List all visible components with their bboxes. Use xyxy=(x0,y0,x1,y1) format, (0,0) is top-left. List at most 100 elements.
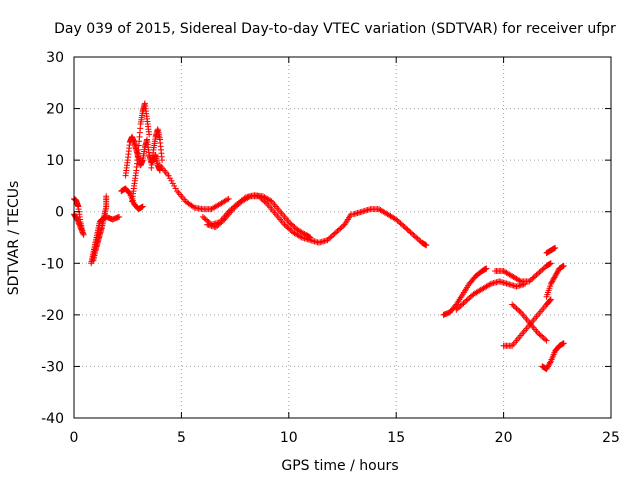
data-point xyxy=(547,280,554,287)
series-arc-09 xyxy=(156,162,232,213)
data-point xyxy=(199,213,206,220)
data-point xyxy=(536,269,543,276)
series-arc-17 xyxy=(509,301,550,344)
data-point xyxy=(169,180,176,187)
data-point xyxy=(483,265,490,272)
x-tick-label: 0 xyxy=(70,430,79,446)
data-point xyxy=(396,219,403,226)
data-point xyxy=(463,297,470,304)
series-arc-04 xyxy=(90,193,110,264)
data-point xyxy=(287,220,294,227)
data-point xyxy=(333,229,340,236)
data-point xyxy=(287,226,294,233)
data-point xyxy=(77,225,84,232)
data-point xyxy=(547,297,554,304)
data-point xyxy=(543,366,550,373)
data-point xyxy=(334,228,341,235)
data-point xyxy=(553,270,560,277)
series-arc-18 xyxy=(539,340,567,373)
y-tick-label: 30 xyxy=(46,50,64,66)
data-point xyxy=(214,222,221,229)
data-point xyxy=(466,295,473,302)
data-point xyxy=(75,220,82,227)
data-point xyxy=(172,185,179,192)
data-point xyxy=(453,306,460,313)
data-point xyxy=(423,242,430,249)
data-point xyxy=(297,233,304,240)
axis-ticks: 0 5 10 15 20 25 -40 -30 -20 -10 0 10 20 30 xyxy=(41,50,620,446)
series-arc-02 xyxy=(71,211,87,238)
series-arc-20 xyxy=(543,244,559,256)
data-point xyxy=(78,226,85,233)
y-tick-label: 10 xyxy=(46,153,64,169)
data-point xyxy=(231,204,238,211)
data-point xyxy=(335,226,342,233)
data-point xyxy=(285,225,292,232)
data-point xyxy=(225,195,232,202)
data-point xyxy=(514,306,521,313)
data-point xyxy=(540,335,547,342)
data-point xyxy=(398,221,405,228)
x-axis-label: GPS time / hours xyxy=(281,458,398,474)
data-point xyxy=(552,271,559,278)
data-point xyxy=(509,301,516,308)
data-point xyxy=(284,224,291,231)
data-point xyxy=(232,203,239,210)
data-point xyxy=(406,228,413,235)
data-point xyxy=(452,302,459,309)
data-point xyxy=(258,195,265,202)
data-point xyxy=(410,231,417,238)
data-point xyxy=(543,337,550,344)
data-point xyxy=(288,221,295,228)
y-tick-label: 0 xyxy=(55,205,64,221)
data-point xyxy=(533,271,540,278)
data-point xyxy=(547,296,554,303)
data-point xyxy=(159,157,166,164)
data-point xyxy=(555,268,562,275)
data-point xyxy=(545,362,552,369)
data-point xyxy=(552,273,559,280)
data-point xyxy=(215,221,222,228)
data-point xyxy=(165,172,172,179)
data-point xyxy=(464,296,471,303)
data-point xyxy=(171,182,178,189)
data-point xyxy=(413,234,420,241)
x-tick-label: 5 xyxy=(177,430,186,446)
data-point xyxy=(539,266,546,273)
y-tick-label: 20 xyxy=(46,102,64,118)
data-point xyxy=(79,229,86,236)
data-point xyxy=(212,224,219,231)
data-point xyxy=(257,194,264,201)
series-arc-08 xyxy=(148,126,166,171)
x-tick-label: 15 xyxy=(387,430,405,446)
data-point xyxy=(166,175,173,182)
data-point xyxy=(457,302,464,309)
y-tick-label: -10 xyxy=(41,256,64,272)
data-point xyxy=(245,194,252,201)
data-point xyxy=(467,293,474,300)
data-point xyxy=(76,222,83,229)
data-point xyxy=(404,226,411,233)
series-arc-15 xyxy=(492,260,554,285)
data-point xyxy=(540,265,547,272)
data-point xyxy=(325,235,332,242)
data-point xyxy=(401,224,408,231)
plot-area xyxy=(71,100,567,373)
data-point xyxy=(262,199,269,206)
data-point xyxy=(267,197,274,204)
data-point xyxy=(537,332,544,339)
data-point xyxy=(460,300,467,307)
data-point xyxy=(454,305,461,312)
data-point xyxy=(146,131,153,138)
data-point xyxy=(530,274,537,281)
data-point xyxy=(291,224,298,231)
data-point xyxy=(327,234,334,241)
series-arc-19 xyxy=(543,262,567,300)
data-point xyxy=(546,360,553,367)
data-point xyxy=(547,359,554,366)
data-point xyxy=(80,231,87,238)
data-point xyxy=(408,230,415,237)
data-point xyxy=(414,235,421,242)
data-point xyxy=(219,217,226,224)
data-point xyxy=(513,305,520,312)
